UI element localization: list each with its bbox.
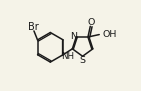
Text: N: N	[70, 32, 78, 41]
Text: OH: OH	[103, 30, 117, 39]
Text: Br: Br	[28, 22, 39, 32]
Text: S: S	[79, 56, 85, 65]
Text: O: O	[88, 18, 95, 27]
Text: NH: NH	[61, 52, 74, 61]
